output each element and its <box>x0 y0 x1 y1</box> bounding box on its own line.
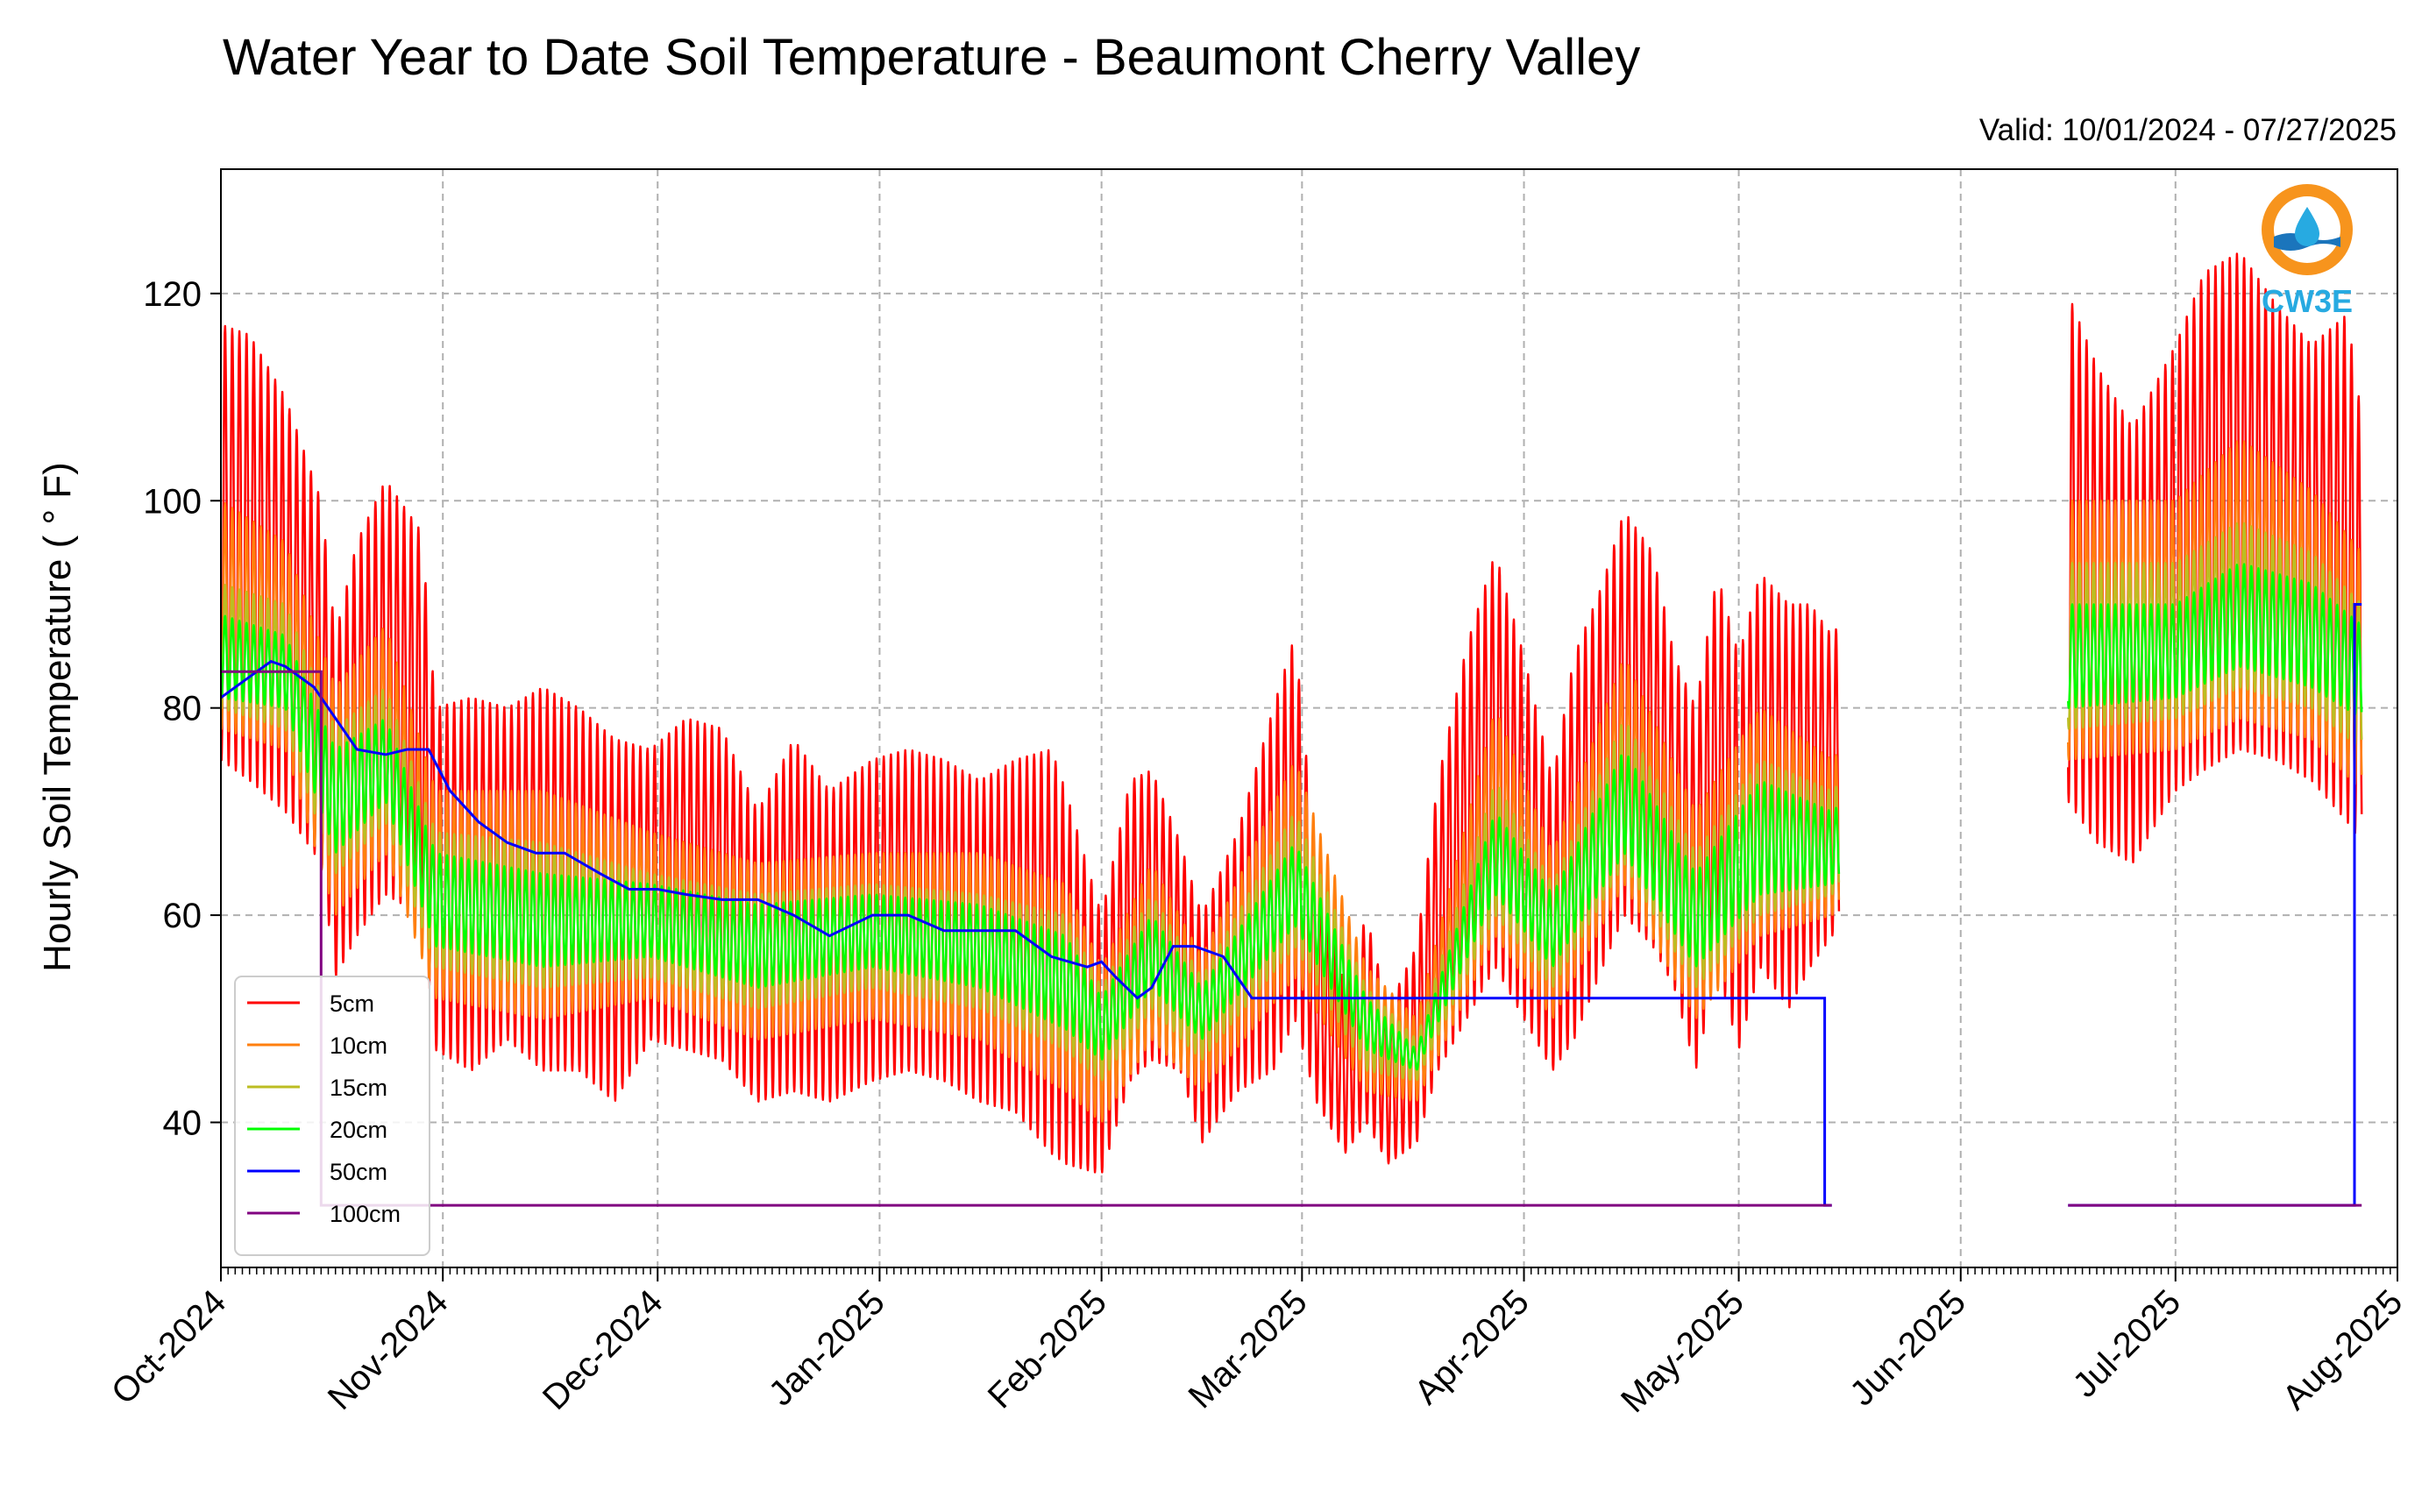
series-line-100cm <box>221 670 1832 1207</box>
y-axis-label: Hourly Soil Temperature ( ° F) <box>36 462 79 972</box>
x-tick-label: Apr-2025 <box>1407 1282 1536 1411</box>
y-tick-label: 40 <box>163 1104 202 1143</box>
legend: 5cm 10cm 15cm 20cm 50cm 100cm <box>234 976 430 1256</box>
plot-area <box>221 252 2363 1207</box>
series-line-50cm <box>221 659 1832 1207</box>
logo-text: CW3E <box>2262 283 2353 319</box>
series-line-20cm <box>221 563 2363 1071</box>
cw3e-logo: CW3E <box>2262 184 2353 319</box>
legend-label-10cm: 10cm <box>330 1033 387 1059</box>
x-tick-label: Nov-2024 <box>321 1282 456 1417</box>
chart-subtitle: Valid: 10/01/2024 - 07/27/2025 <box>1979 113 2397 147</box>
x-tick-label: Oct-2024 <box>104 1282 233 1411</box>
y-axis: 40 60 80 100 120 <box>143 275 221 1143</box>
legend-label-100cm: 100cm <box>330 1201 401 1227</box>
legend-label-20cm: 20cm <box>330 1117 387 1143</box>
y-tick-label: 120 <box>143 275 202 314</box>
x-axis: Oct-2024 Nov-2024 Dec-2024 Jan-2025 Feb-2025… <box>104 1267 2410 1420</box>
y-tick-label: 80 <box>163 690 202 728</box>
chart-title: Water Year to Date Soil Temperature - Be… <box>223 29 1640 86</box>
legend-label-50cm: 50cm <box>330 1159 387 1185</box>
x-tick-label: Aug-2025 <box>2276 1282 2411 1417</box>
y-tick-label: 60 <box>163 897 202 935</box>
y-tick-label: 100 <box>143 482 202 521</box>
x-tick-label: Feb-2025 <box>981 1282 1114 1416</box>
legend-label-5cm: 5cm <box>330 990 374 1017</box>
x-tick-label: Jun-2025 <box>1843 1282 1973 1413</box>
x-tick-label: Dec-2024 <box>536 1282 671 1417</box>
x-minor-ticks <box>220 1267 2398 1274</box>
x-tick-label: Mar-2025 <box>1182 1282 1315 1416</box>
x-tick-label: Jul-2025 <box>2066 1282 2189 1405</box>
x-tick-label: May-2025 <box>1614 1282 1751 1420</box>
logo-drop-icon <box>2295 207 2319 246</box>
x-tick-label: Jan-2025 <box>762 1282 892 1413</box>
series-line-5cm <box>221 252 2363 1174</box>
legend-label-15cm: 15cm <box>330 1075 387 1101</box>
